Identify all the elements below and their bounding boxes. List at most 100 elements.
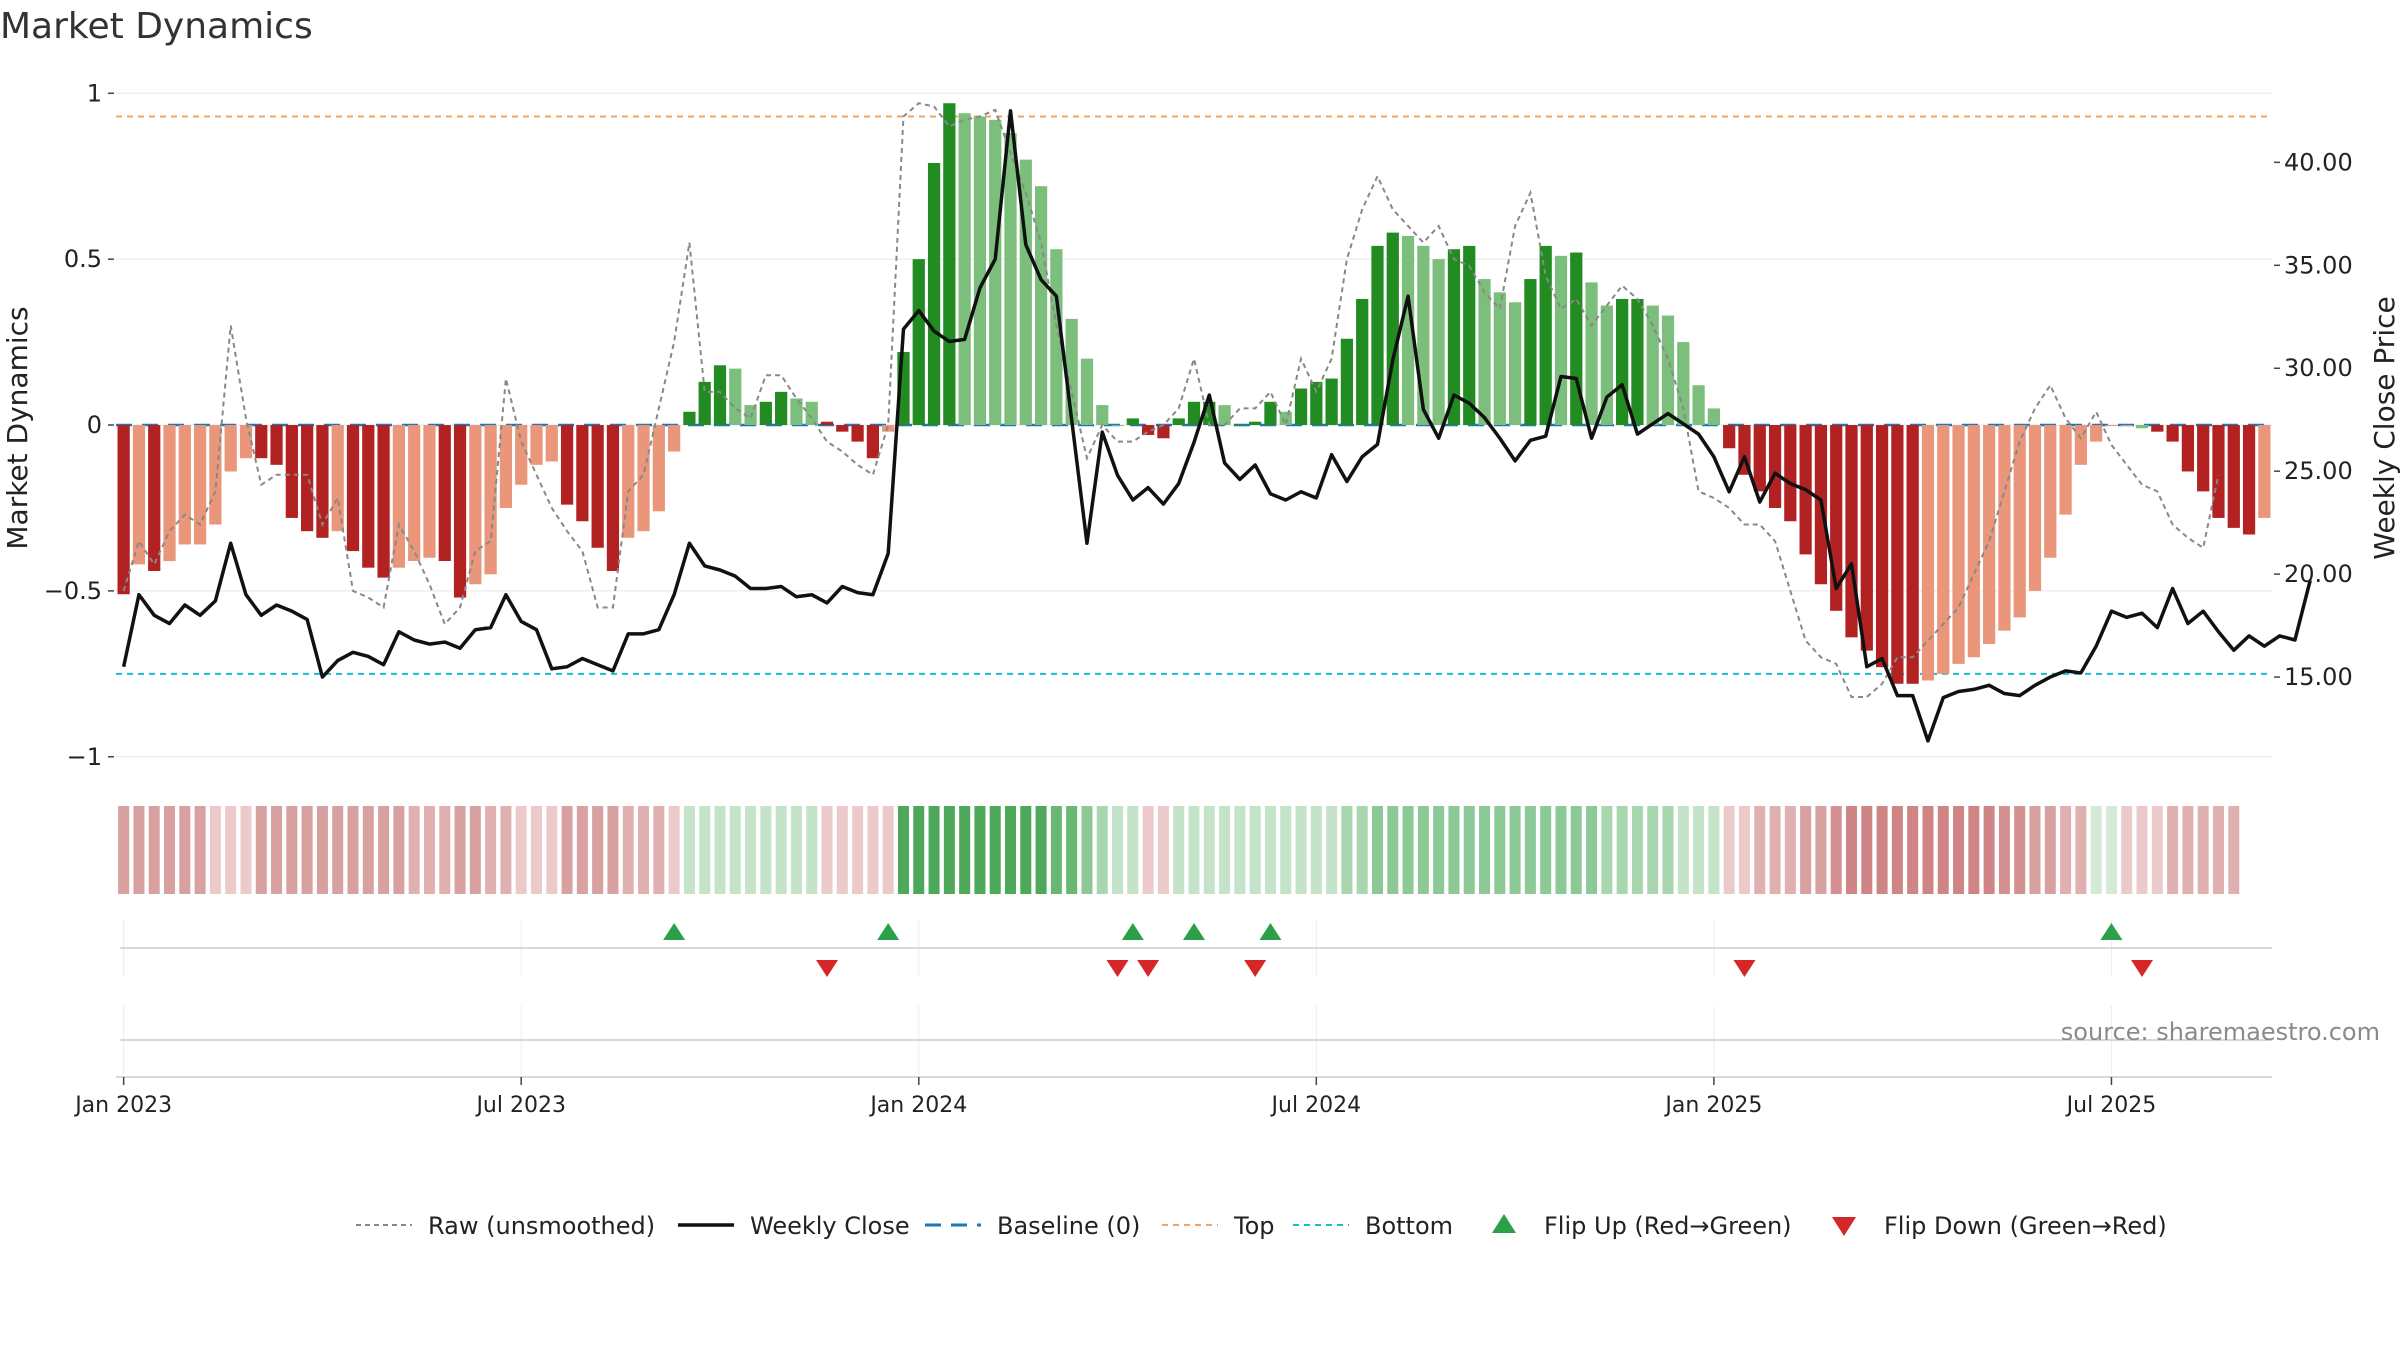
bar-125: [2028, 425, 2042, 591]
bar-100: [1646, 305, 1659, 426]
bar-124: [2013, 425, 2026, 618]
strip-cell-123: [1998, 806, 2010, 894]
bar-136: [2197, 425, 2210, 492]
flip-down-marker-4: [1733, 960, 1756, 977]
strip-cell-5: [194, 806, 206, 894]
strip-cell-19: [408, 806, 420, 894]
bar-14: [331, 425, 344, 532]
legend-label-flip-down: Flip Down (Green→Red): [1884, 1212, 2167, 1240]
strip-cell-11: [286, 806, 298, 894]
bar-28: [545, 425, 558, 462]
bar-75: [1264, 401, 1277, 426]
strip-cell-90: [1494, 806, 1506, 894]
strip-cell-17: [378, 806, 390, 894]
strip-cell-66: [1127, 806, 1139, 894]
strip-cell-116: [1891, 806, 1903, 894]
strip-cell-85: [1417, 806, 1429, 894]
flip-down-marker-0: [816, 960, 839, 977]
flip-up-marker-2: [1121, 923, 1144, 940]
bar-26: [515, 425, 528, 485]
strip-cell-29: [561, 806, 573, 894]
bar-54: [943, 103, 956, 426]
bar-134: [2166, 425, 2179, 442]
flip-down-marker-2: [1137, 960, 1160, 977]
strip-cell-70: [1188, 806, 1200, 894]
strip-cell-36: [668, 806, 680, 894]
regime-strip: [118, 806, 2240, 894]
strip-cell-33: [622, 806, 634, 894]
source-credit: source: sharemaestro.com: [2061, 1018, 2380, 1046]
strip-cell-135: [2182, 806, 2194, 894]
bar-115: [1875, 425, 1889, 668]
bar-34: [637, 425, 650, 532]
strip-cell-21: [439, 806, 451, 894]
bar-9: [255, 425, 268, 459]
strip-cell-37: [683, 806, 695, 894]
bar-65: [1111, 425, 1124, 427]
strip-cell-60: [1035, 806, 1047, 894]
bar-121: [1967, 425, 1980, 658]
bar-53: [927, 162, 941, 426]
bar-135: [2181, 425, 2195, 472]
strip-cell-69: [1173, 806, 1185, 894]
bar-4: [178, 425, 191, 545]
bar-44: [790, 398, 803, 426]
strip-cell-122: [1983, 806, 1995, 894]
bar-88: [1463, 245, 1476, 426]
bar-89: [1478, 279, 1491, 426]
lower-panel: [120, 1006, 2272, 1074]
bar-90: [1493, 292, 1506, 426]
left-axis-label: Market Dynamics: [1, 306, 34, 549]
strip-cell-126: [2044, 806, 2056, 894]
strip-cell-95: [1570, 806, 1582, 894]
bar-49: [866, 425, 880, 459]
legend-label-top: Top: [1233, 1212, 1275, 1240]
bar-96: [1585, 282, 1598, 426]
bar-140: [2258, 425, 2271, 518]
left-axis: 1 0.5 0 −0.5 −1: [44, 79, 114, 771]
bar-133: [2151, 425, 2164, 432]
strip-cell-113: [1845, 806, 1858, 894]
bar-19: [408, 425, 421, 562]
strip-cell-114: [1861, 806, 1873, 894]
bar-78: [1310, 381, 1323, 426]
strip-cell-65: [1112, 806, 1124, 894]
strip-cell-25: [500, 806, 512, 894]
strip-cell-131: [2121, 806, 2133, 894]
strip-cell-50: [882, 806, 894, 894]
bar-139: [2242, 425, 2256, 535]
strip-cell-64: [1096, 806, 1108, 894]
strip-cell-108: [1769, 806, 1781, 894]
close-series: [121, 109, 2312, 743]
bar-87: [1447, 249, 1461, 426]
strip-cell-106: [1738, 806, 1750, 894]
legend-label-raw: Raw (unsmoothed): [428, 1212, 655, 1240]
strip-cell-47: [836, 806, 848, 894]
bar-58: [1004, 133, 1017, 426]
strip-cell-35: [653, 806, 665, 894]
strip-cell-72: [1219, 806, 1231, 894]
legend-swatch-flip-down: [1832, 1217, 1856, 1236]
bar-137: [2212, 425, 2225, 518]
bar-46: [820, 421, 834, 426]
strip-cell-92: [1524, 806, 1536, 894]
bar-69: [1172, 418, 1185, 426]
bar-66: [1126, 418, 1139, 426]
left-tick-label-3: −0.5: [44, 577, 102, 605]
raw-line: [122, 102, 2220, 699]
strip-cell-6: [209, 806, 221, 894]
strip-cell-104: [1708, 806, 1720, 894]
strip-cell-59: [1020, 806, 1032, 894]
bar-7: [224, 425, 237, 472]
bar-25: [499, 425, 513, 508]
right-tick-label-1: 35.00: [2284, 251, 2353, 279]
bar-5: [193, 425, 207, 545]
bar-129: [2090, 425, 2103, 442]
strip-cell-4: [179, 806, 191, 894]
bar-108: [1768, 425, 1782, 508]
bar-56: [973, 116, 987, 426]
bar-99: [1631, 298, 1644, 426]
bar-104: [1707, 408, 1721, 426]
bar-64: [1096, 405, 1109, 426]
